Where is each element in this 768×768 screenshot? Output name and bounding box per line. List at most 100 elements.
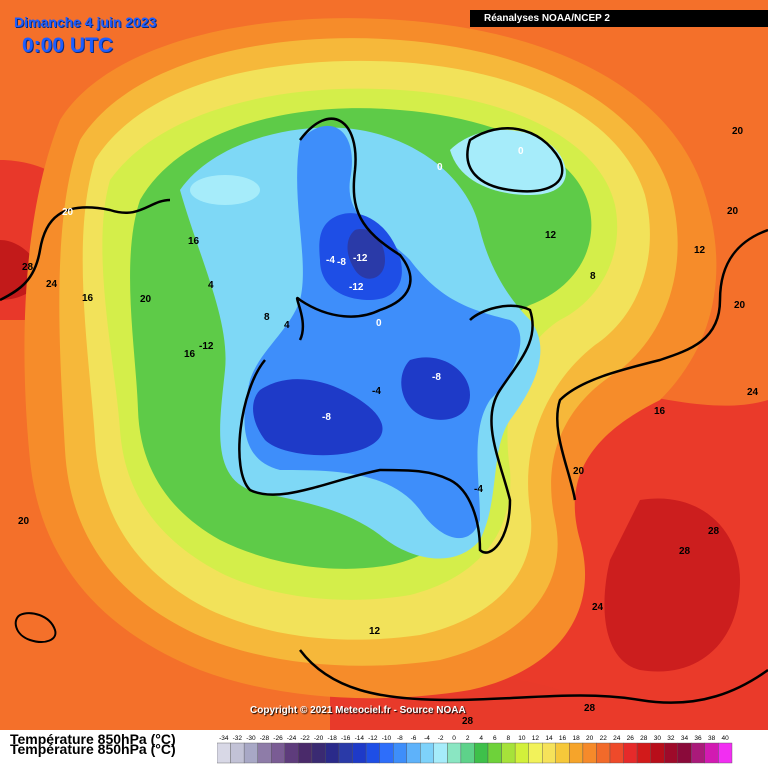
scale-tick-label: 22 (600, 735, 608, 742)
scale-tick-label: 40 (721, 735, 729, 742)
scale-tick-label: -26 (273, 735, 283, 742)
scale-tick-label: -12 (368, 735, 378, 742)
contour-0-main (238, 117, 534, 554)
scale-swatch (243, 742, 258, 764)
contour-label: 20 (727, 206, 739, 217)
scale-tick-label: 2 (466, 735, 470, 742)
contour-label: 28 (22, 262, 34, 273)
contour-label: 12 (694, 245, 706, 256)
scale-swatch (487, 742, 502, 764)
contour-label: 16 (654, 406, 666, 417)
scale-swatch (609, 742, 624, 764)
scale-swatch (582, 742, 597, 764)
contour-label: 0 (376, 318, 382, 329)
scale-tick-label: 28 (640, 735, 648, 742)
contour-label: -8 (337, 257, 346, 268)
contour-20-east (556, 228, 768, 501)
contour-label: -12 (353, 253, 368, 264)
contour-20-west (0, 198, 171, 302)
scale-swatch (298, 742, 313, 764)
scale-tick-label: -16 (341, 735, 351, 742)
contour-0-ne (466, 127, 564, 193)
contour-label: 8 (590, 271, 596, 282)
scale-swatch (433, 742, 448, 764)
scale-swatch (596, 742, 611, 764)
cyan-pocket-nw (190, 175, 260, 205)
temperature-map: 20 28 24 16 20 16 16 -12 12 12 8 20 24 1… (0, 0, 768, 730)
scale-tick-label: -10 (382, 735, 392, 742)
contour-label: 16 (188, 236, 200, 247)
scale-swatch (623, 742, 638, 764)
contour-label: 12 (369, 626, 381, 637)
contour-label: -4 (326, 255, 335, 266)
scale-swatch (365, 742, 380, 764)
scale-tick-label: 0 (452, 735, 456, 742)
contour-label: -8 (322, 412, 331, 423)
date-label: Dimanche 4 juin 2023 (14, 14, 157, 30)
scale-tick-label: 12 (532, 735, 540, 742)
scale-tick-label: 26 (627, 735, 635, 742)
contour-label: 16 (184, 349, 196, 360)
contour-label: -12 (349, 282, 364, 293)
scale-tick-label: -8 (397, 735, 403, 742)
scale-tick-label: -34 (219, 735, 229, 742)
cold-core-east (401, 357, 470, 420)
scale-tick-label: 32 (667, 735, 675, 742)
scale-swatch (664, 742, 679, 764)
scale-tick-label: -18 (327, 735, 337, 742)
scale-swatch (569, 742, 584, 764)
legend-title-text: Température 850hPa (°C) (10, 731, 176, 747)
scale-tick-label: -2 (438, 735, 444, 742)
legend-title-shadow: Température 850hPa (°C) (10, 741, 176, 757)
scale-swatch (284, 742, 299, 764)
scale-tick-label: 10 (518, 735, 526, 742)
contour-label: -12 (199, 341, 214, 352)
scale-swatch (392, 742, 407, 764)
contour-label: 28 (679, 546, 691, 557)
scale-swatch (406, 742, 421, 764)
contour-label: 24 (46, 279, 58, 290)
scale-swatch (460, 742, 475, 764)
scale-tick-label: 30 (654, 735, 662, 742)
contour-label: 20 (734, 300, 746, 311)
scale-swatch (230, 742, 245, 764)
scale-swatch (528, 742, 543, 764)
scale-tick-label: 6 (493, 735, 497, 742)
scale-swatch (338, 742, 353, 764)
time-label: 0:00 UTC (22, 34, 114, 57)
scale-tick-label: 8 (506, 735, 510, 742)
source-label: Réanalyses NOAA/NCEP 2 (470, 10, 768, 27)
contour-label: 20 (140, 294, 152, 305)
scale-swatch (691, 742, 706, 764)
contour-label: 28 (462, 716, 474, 727)
copyright-label: Copyright © 2021 Meteociel.fr - Source N… (250, 705, 466, 716)
contour-label: 0 (518, 146, 524, 157)
cold-core-west (253, 379, 383, 456)
scale-tick-label: -20 (314, 735, 324, 742)
contour-label: 20 (18, 516, 30, 527)
scale-tick-label: 38 (708, 735, 716, 742)
scale-tick-label: 18 (572, 735, 580, 742)
scale-swatch (420, 742, 435, 764)
contour-label: 16 (82, 293, 94, 304)
contour-label: 28 (708, 526, 720, 537)
scale-tick-label: -4 (424, 735, 430, 742)
contour-label: 20 (573, 466, 585, 477)
scale-tick-label: 36 (694, 735, 702, 742)
scale-tick-label: -32 (233, 735, 243, 742)
contour-label: 8 (264, 312, 270, 323)
hot-spot-east-core (604, 498, 740, 672)
cold-core-north-inner (347, 229, 385, 279)
legend-title: Température 850hPa (°C) Température 850h… (10, 732, 176, 757)
scale-tick-label: -30 (246, 735, 256, 742)
scale-swatch (514, 742, 529, 764)
contour-label: 20 (62, 207, 74, 218)
scale-swatch (555, 742, 570, 764)
contour-label: 4 (284, 320, 290, 331)
scale-tick-label: 4 (479, 735, 483, 742)
scale-tick-label: 14 (545, 735, 553, 742)
scale-swatch (257, 742, 272, 764)
scale-swatch (474, 742, 489, 764)
scale-swatch (325, 742, 340, 764)
scale-tick-label: -6 (411, 735, 417, 742)
